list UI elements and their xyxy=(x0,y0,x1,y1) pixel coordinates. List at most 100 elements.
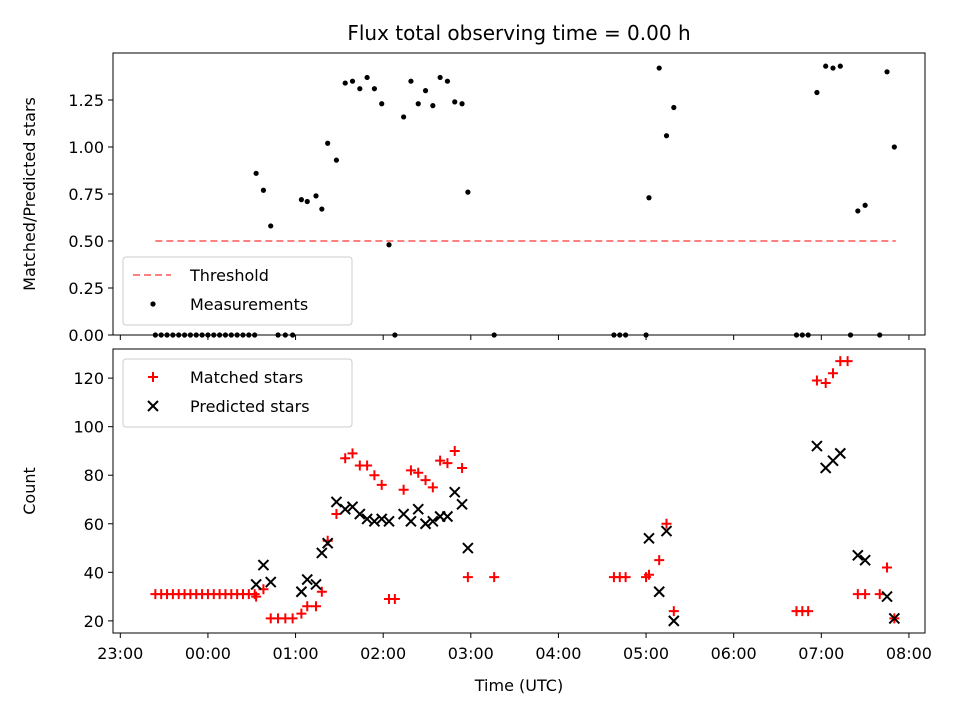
x-tick-label: 08:00 xyxy=(886,644,932,663)
y-tick-label: 0.50 xyxy=(68,232,104,251)
matched-stars-point xyxy=(457,462,468,473)
matched-stars-point xyxy=(302,601,313,612)
y-tick-label: 1.25 xyxy=(68,91,104,110)
x-tick-label: 00:00 xyxy=(185,644,231,663)
matched-stars-point xyxy=(442,458,453,469)
matched-stars-point xyxy=(340,453,351,464)
measurement-point xyxy=(298,197,304,203)
predicted-stars-point xyxy=(660,525,673,537)
measurement-point xyxy=(646,195,652,201)
matched-stars-point xyxy=(427,482,438,493)
predicted-stars-point xyxy=(250,578,262,591)
plot-frame xyxy=(112,348,926,634)
measurement-point xyxy=(656,65,662,71)
matched-stars-point xyxy=(827,368,838,379)
matched-stars-point xyxy=(251,591,262,602)
chart-title: Flux total observing time = 0.00 h xyxy=(347,21,690,45)
y-tick-label: 1.00 xyxy=(68,138,104,157)
measurement-point xyxy=(357,86,363,92)
predicted-stars-point xyxy=(449,486,461,498)
predicted-stars-point xyxy=(811,440,823,452)
matched-stars-point xyxy=(661,518,672,529)
matched-stars-point xyxy=(435,455,446,466)
matched-stars-point xyxy=(420,475,431,486)
bottom-chart-panel: Count Time (UTC) 20 40 60 80 100 120 23:00 00:00 0… xyxy=(20,348,932,695)
matched-stars-point xyxy=(882,562,893,573)
measurement-point xyxy=(444,78,451,84)
matched-stars-point xyxy=(311,601,321,612)
x-tick-label: 03:00 xyxy=(448,644,494,663)
predicted-stars-point xyxy=(412,503,424,515)
matched-stars-point xyxy=(620,572,631,583)
matched-stars-point xyxy=(376,479,387,490)
matched-stars-point xyxy=(668,606,679,617)
predicted-stars-point xyxy=(361,513,373,525)
measurement-point xyxy=(342,80,348,86)
matched-stars-point xyxy=(489,572,500,583)
predicted-stars-point xyxy=(462,542,474,554)
predicted-stars-point xyxy=(368,515,381,528)
matched-stars-point xyxy=(449,445,460,456)
x-axis-label: Time (UTC) xyxy=(474,676,563,695)
predicted-stars-point xyxy=(668,615,680,627)
matched-stars-point xyxy=(287,613,298,624)
top-chart-panel: Flux total observing time = 0.00 h Matche… xyxy=(20,21,926,345)
measurement-point xyxy=(884,69,890,75)
measurement-point xyxy=(862,202,868,208)
y-tick-label: 20 xyxy=(84,612,104,631)
predicted-stars-point xyxy=(354,508,366,520)
measurement-point xyxy=(401,114,407,120)
measurement-point xyxy=(430,103,436,109)
matched-stars-point xyxy=(296,608,307,619)
measurement-point xyxy=(408,78,414,84)
measurement-point xyxy=(837,63,843,69)
predicted-stars-point xyxy=(859,554,871,566)
measurement-point xyxy=(371,86,378,92)
y-axis-label: Count xyxy=(20,467,39,515)
measurement-point xyxy=(379,101,385,107)
legend-box xyxy=(122,256,353,326)
predicted-stars-point xyxy=(376,513,388,525)
x-tick-label: 23:00 xyxy=(97,644,143,663)
matched-stars-point xyxy=(811,375,822,386)
y-tick-label: 0.00 xyxy=(68,326,104,345)
legend-box xyxy=(122,358,353,428)
measurement-point xyxy=(415,101,421,107)
legend-predicted-swatch xyxy=(147,400,159,412)
matched-stars-point xyxy=(362,460,373,471)
y-axis-label: Matched/Predicted stars xyxy=(20,97,39,291)
matched-stars-point xyxy=(803,606,814,617)
matched-stars-point xyxy=(462,572,473,583)
matched-stars-point xyxy=(654,555,665,566)
matched-stars-point xyxy=(413,467,424,478)
predicted-stars-point xyxy=(852,549,864,562)
measurement-point xyxy=(260,187,267,193)
predicted-stars-point xyxy=(834,447,847,460)
matched-stars-point xyxy=(405,465,416,476)
measurement-point xyxy=(319,206,325,212)
measurement-point xyxy=(452,99,458,105)
measurement-point xyxy=(459,101,465,107)
predicted-stars-point xyxy=(321,537,334,549)
predicted-stars-point xyxy=(881,590,893,603)
measurement-point xyxy=(663,133,670,139)
matched-stars-point xyxy=(369,470,380,481)
measurement-point xyxy=(830,65,836,71)
measurement-point xyxy=(304,198,310,205)
predicted-stars-point xyxy=(265,576,277,588)
predicted-stars-point xyxy=(257,559,270,571)
matched-stars-point xyxy=(347,448,358,459)
matched-stars-point xyxy=(398,484,409,495)
measurement-point xyxy=(855,208,861,214)
predicted-stars-point xyxy=(316,547,328,559)
matched-stars-point xyxy=(643,569,654,580)
measurement-point xyxy=(814,89,820,96)
legend-threshold-label: Threshold xyxy=(189,266,269,285)
x-tick-label: 06:00 xyxy=(711,644,757,663)
measurement-point xyxy=(671,104,677,111)
measurement-point xyxy=(325,140,331,146)
legend-measurements-label: Measurements xyxy=(190,295,308,314)
measurement-point xyxy=(253,170,259,176)
measurement-point xyxy=(465,189,471,195)
